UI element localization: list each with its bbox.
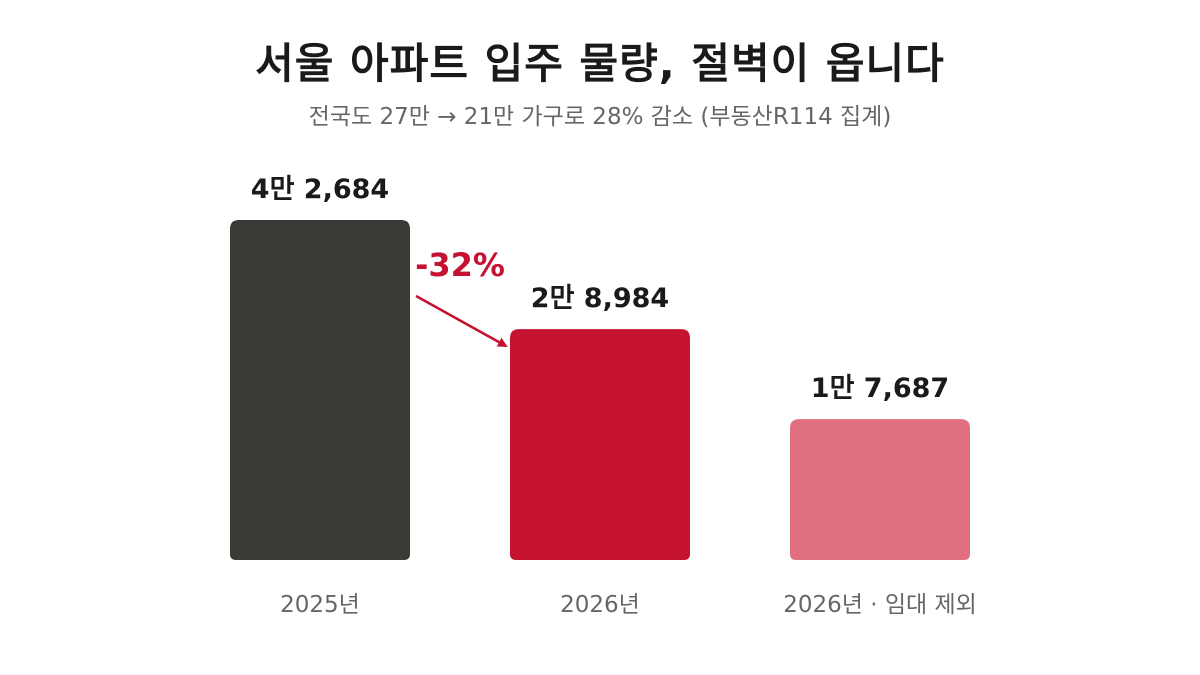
bars-layer: [230, 220, 970, 560]
value-label-2: 2만 8,984: [531, 283, 669, 314]
category-label-2: 2026년: [560, 592, 640, 618]
bar-3: [790, 419, 970, 560]
chart-title: 서울 아파트 입주 물량, 절벽이 옵니다: [255, 39, 945, 88]
decrease-arrow: [415, 294, 508, 348]
category-label-3: 2026년 · 임대 제외: [783, 592, 977, 618]
bar-1: [230, 220, 410, 560]
annotation-layer: -32%: [415, 246, 508, 348]
value-label-3: 1만 7,687: [811, 373, 949, 404]
value-label-1: 4만 2,684: [251, 174, 389, 205]
change-percent-label: -32%: [415, 246, 505, 284]
chart-subtitle: 전국도 27만 → 21만 가구로 28% 감소 (부동산R114 집계): [308, 104, 892, 130]
bar-2: [510, 329, 690, 560]
category-label-1: 2025년: [280, 592, 360, 618]
labels-layer: 4만 2,684 2025년 2만 8,984 2026년 1만 7,687 2026년 …: [251, 174, 977, 618]
